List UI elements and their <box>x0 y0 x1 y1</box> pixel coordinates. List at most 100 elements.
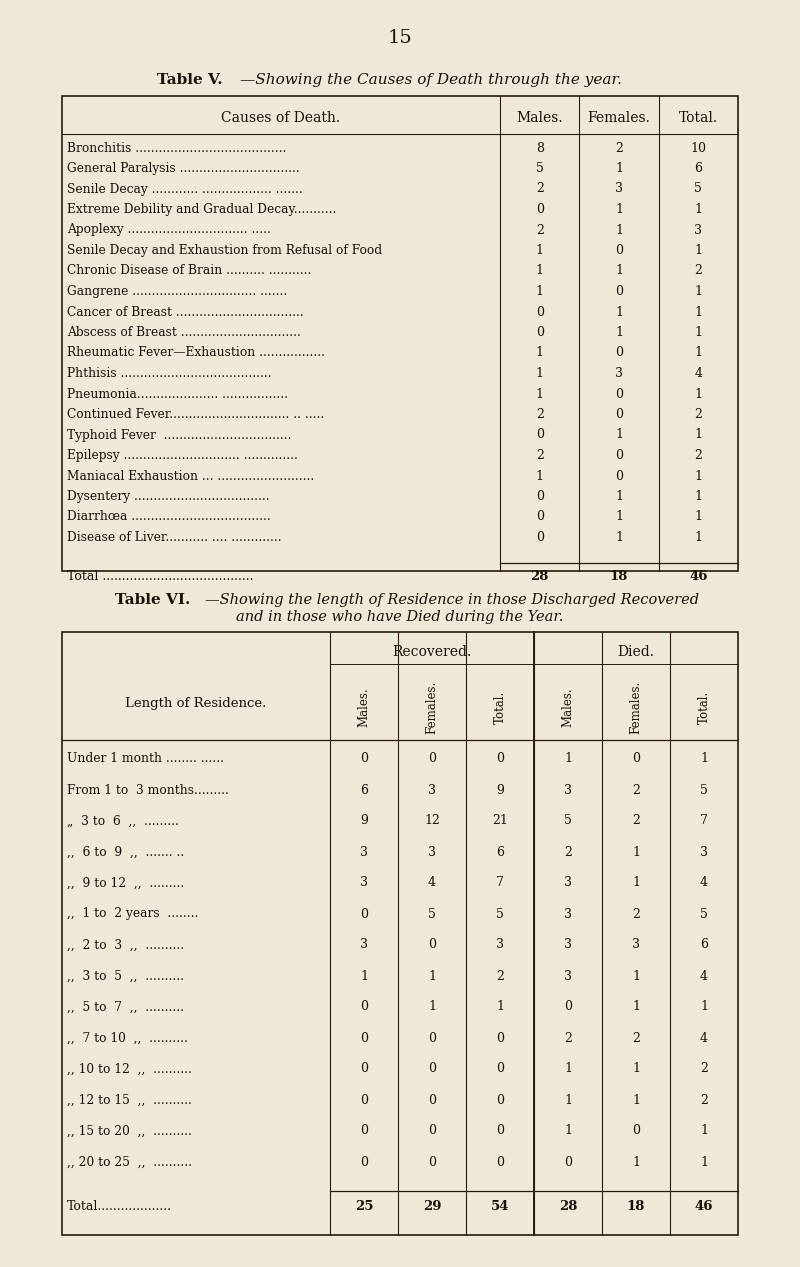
Text: 12: 12 <box>424 815 440 827</box>
Bar <box>62 96 738 571</box>
Text: 46: 46 <box>689 570 707 584</box>
Text: ,, 15 to 20  ,,  ..........: ,, 15 to 20 ,, .......... <box>67 1125 192 1138</box>
Text: 2: 2 <box>564 1031 572 1044</box>
Text: Maniacal Exhaustion ... .........................: Maniacal Exhaustion ... ................… <box>67 470 314 483</box>
Text: 1: 1 <box>694 285 702 298</box>
Text: 0: 0 <box>360 1031 368 1044</box>
Text: 0: 0 <box>632 753 640 765</box>
Text: Chronic Disease of Brain .......... ...........: Chronic Disease of Brain .......... ....… <box>67 265 311 277</box>
Text: 4: 4 <box>700 877 708 889</box>
Text: 0: 0 <box>360 753 368 765</box>
Text: Rheumatic Fever—Exhaustion .................: Rheumatic Fever—Exhaustion .............… <box>67 346 325 360</box>
Text: 1: 1 <box>615 162 623 175</box>
Text: 1: 1 <box>694 305 702 318</box>
Text: 1: 1 <box>615 428 623 441</box>
Text: ,, 20 to 25  ,,  ..........: ,, 20 to 25 ,, .......... <box>67 1156 192 1168</box>
Text: Total .......................................: Total ..................................… <box>67 570 254 584</box>
Text: ,,  9 to 12  ,,  .........: ,, 9 to 12 ,, ......... <box>67 877 184 889</box>
Text: 1: 1 <box>694 531 702 544</box>
Text: 3: 3 <box>564 969 572 982</box>
Text: and in those who have Died during the Year.: and in those who have Died during the Ye… <box>236 609 564 625</box>
Text: 5: 5 <box>700 783 708 797</box>
Text: 5: 5 <box>428 907 436 921</box>
Text: 7: 7 <box>700 815 708 827</box>
Text: 3: 3 <box>564 783 572 797</box>
Text: 0: 0 <box>428 939 436 952</box>
Text: Bronchitis .......................................: Bronchitis .............................… <box>67 142 286 155</box>
Text: Senile Decay and Exhaustion from Refusal of Food: Senile Decay and Exhaustion from Refusal… <box>67 245 382 257</box>
Text: 3: 3 <box>564 939 572 952</box>
Text: 0: 0 <box>428 753 436 765</box>
Text: 0: 0 <box>360 1063 368 1076</box>
Text: Table V.: Table V. <box>157 73 222 87</box>
Text: 2: 2 <box>632 1031 640 1044</box>
Text: 2: 2 <box>700 1063 708 1076</box>
Text: 2: 2 <box>632 783 640 797</box>
Text: 1: 1 <box>496 1001 504 1014</box>
Text: Total.: Total. <box>494 691 506 723</box>
Text: Diarrhœa ....................................: Diarrhœa ...............................… <box>67 511 270 523</box>
Text: 1: 1 <box>615 265 623 277</box>
Text: 1: 1 <box>536 470 544 483</box>
Text: 0: 0 <box>564 1001 572 1014</box>
Text: Dysentery ...................................: Dysentery ..............................… <box>67 490 270 503</box>
Text: 1: 1 <box>694 511 702 523</box>
Text: ,, 10 to 12  ,,  ..........: ,, 10 to 12 ,, .......... <box>67 1063 192 1076</box>
Text: 0: 0 <box>564 1156 572 1168</box>
Text: 0: 0 <box>496 753 504 765</box>
Text: 0: 0 <box>428 1063 436 1076</box>
Text: —Showing the length of Residence in those Discharged Recovered: —Showing the length of Residence in thos… <box>205 593 699 607</box>
Text: 0: 0 <box>360 1156 368 1168</box>
Text: 1: 1 <box>428 969 436 982</box>
Text: 46: 46 <box>694 1200 714 1213</box>
Text: 2: 2 <box>496 969 504 982</box>
Text: Senile Decay ............ .................. .......: Senile Decay ............ ..............… <box>67 182 302 195</box>
Text: 3: 3 <box>496 939 504 952</box>
Text: 0: 0 <box>536 511 544 523</box>
Text: 1: 1 <box>615 511 623 523</box>
Text: 3: 3 <box>694 223 702 237</box>
Text: 1: 1 <box>694 326 702 340</box>
Text: 1: 1 <box>564 1093 572 1106</box>
Text: 1: 1 <box>536 245 544 257</box>
Text: 25: 25 <box>354 1200 374 1213</box>
Text: Typhoid Fever  .................................: Typhoid Fever ..........................… <box>67 428 291 441</box>
Text: 1: 1 <box>632 1156 640 1168</box>
Text: 1: 1 <box>694 203 702 215</box>
Text: 0: 0 <box>360 907 368 921</box>
Text: 2: 2 <box>632 907 640 921</box>
Text: 18: 18 <box>610 570 628 584</box>
Text: Males.: Males. <box>516 111 563 125</box>
Text: 1: 1 <box>536 265 544 277</box>
Text: 1: 1 <box>536 367 544 380</box>
Text: Extreme Debility and Gradual Decay...........: Extreme Debility and Gradual Decay......… <box>67 203 336 215</box>
Text: 1: 1 <box>632 1001 640 1014</box>
Text: 3: 3 <box>360 845 368 859</box>
Text: 0: 0 <box>536 428 544 441</box>
Text: 3: 3 <box>564 877 572 889</box>
Text: 3: 3 <box>564 907 572 921</box>
Text: ,,  2 to  3  ,,  ..........: ,, 2 to 3 ,, .......... <box>67 939 184 952</box>
Text: 1: 1 <box>615 326 623 340</box>
Text: 0: 0 <box>536 490 544 503</box>
Text: 2: 2 <box>536 408 544 421</box>
Text: 5: 5 <box>496 907 504 921</box>
Text: ,,  3 to  5  ,,  ..........: ,, 3 to 5 ,, .......... <box>67 969 184 982</box>
Text: 1: 1 <box>632 1063 640 1076</box>
Text: Epilepsy .............................. ..............: Epilepsy .............................. … <box>67 449 298 462</box>
Text: 3: 3 <box>615 182 623 195</box>
Text: 6: 6 <box>360 783 368 797</box>
Text: 1: 1 <box>615 490 623 503</box>
Text: 0: 0 <box>615 285 623 298</box>
Text: 0: 0 <box>615 470 623 483</box>
Text: ,, 12 to 15  ,,  ..........: ,, 12 to 15 ,, .......... <box>67 1093 192 1106</box>
Text: 2: 2 <box>632 815 640 827</box>
Text: 2: 2 <box>536 182 544 195</box>
Text: 0: 0 <box>536 531 544 544</box>
Text: 1: 1 <box>536 285 544 298</box>
Text: 21: 21 <box>492 815 508 827</box>
Text: 2: 2 <box>564 845 572 859</box>
Text: Total...................: Total................... <box>67 1200 172 1213</box>
Text: 3: 3 <box>615 367 623 380</box>
Text: Males.: Males. <box>358 687 370 727</box>
